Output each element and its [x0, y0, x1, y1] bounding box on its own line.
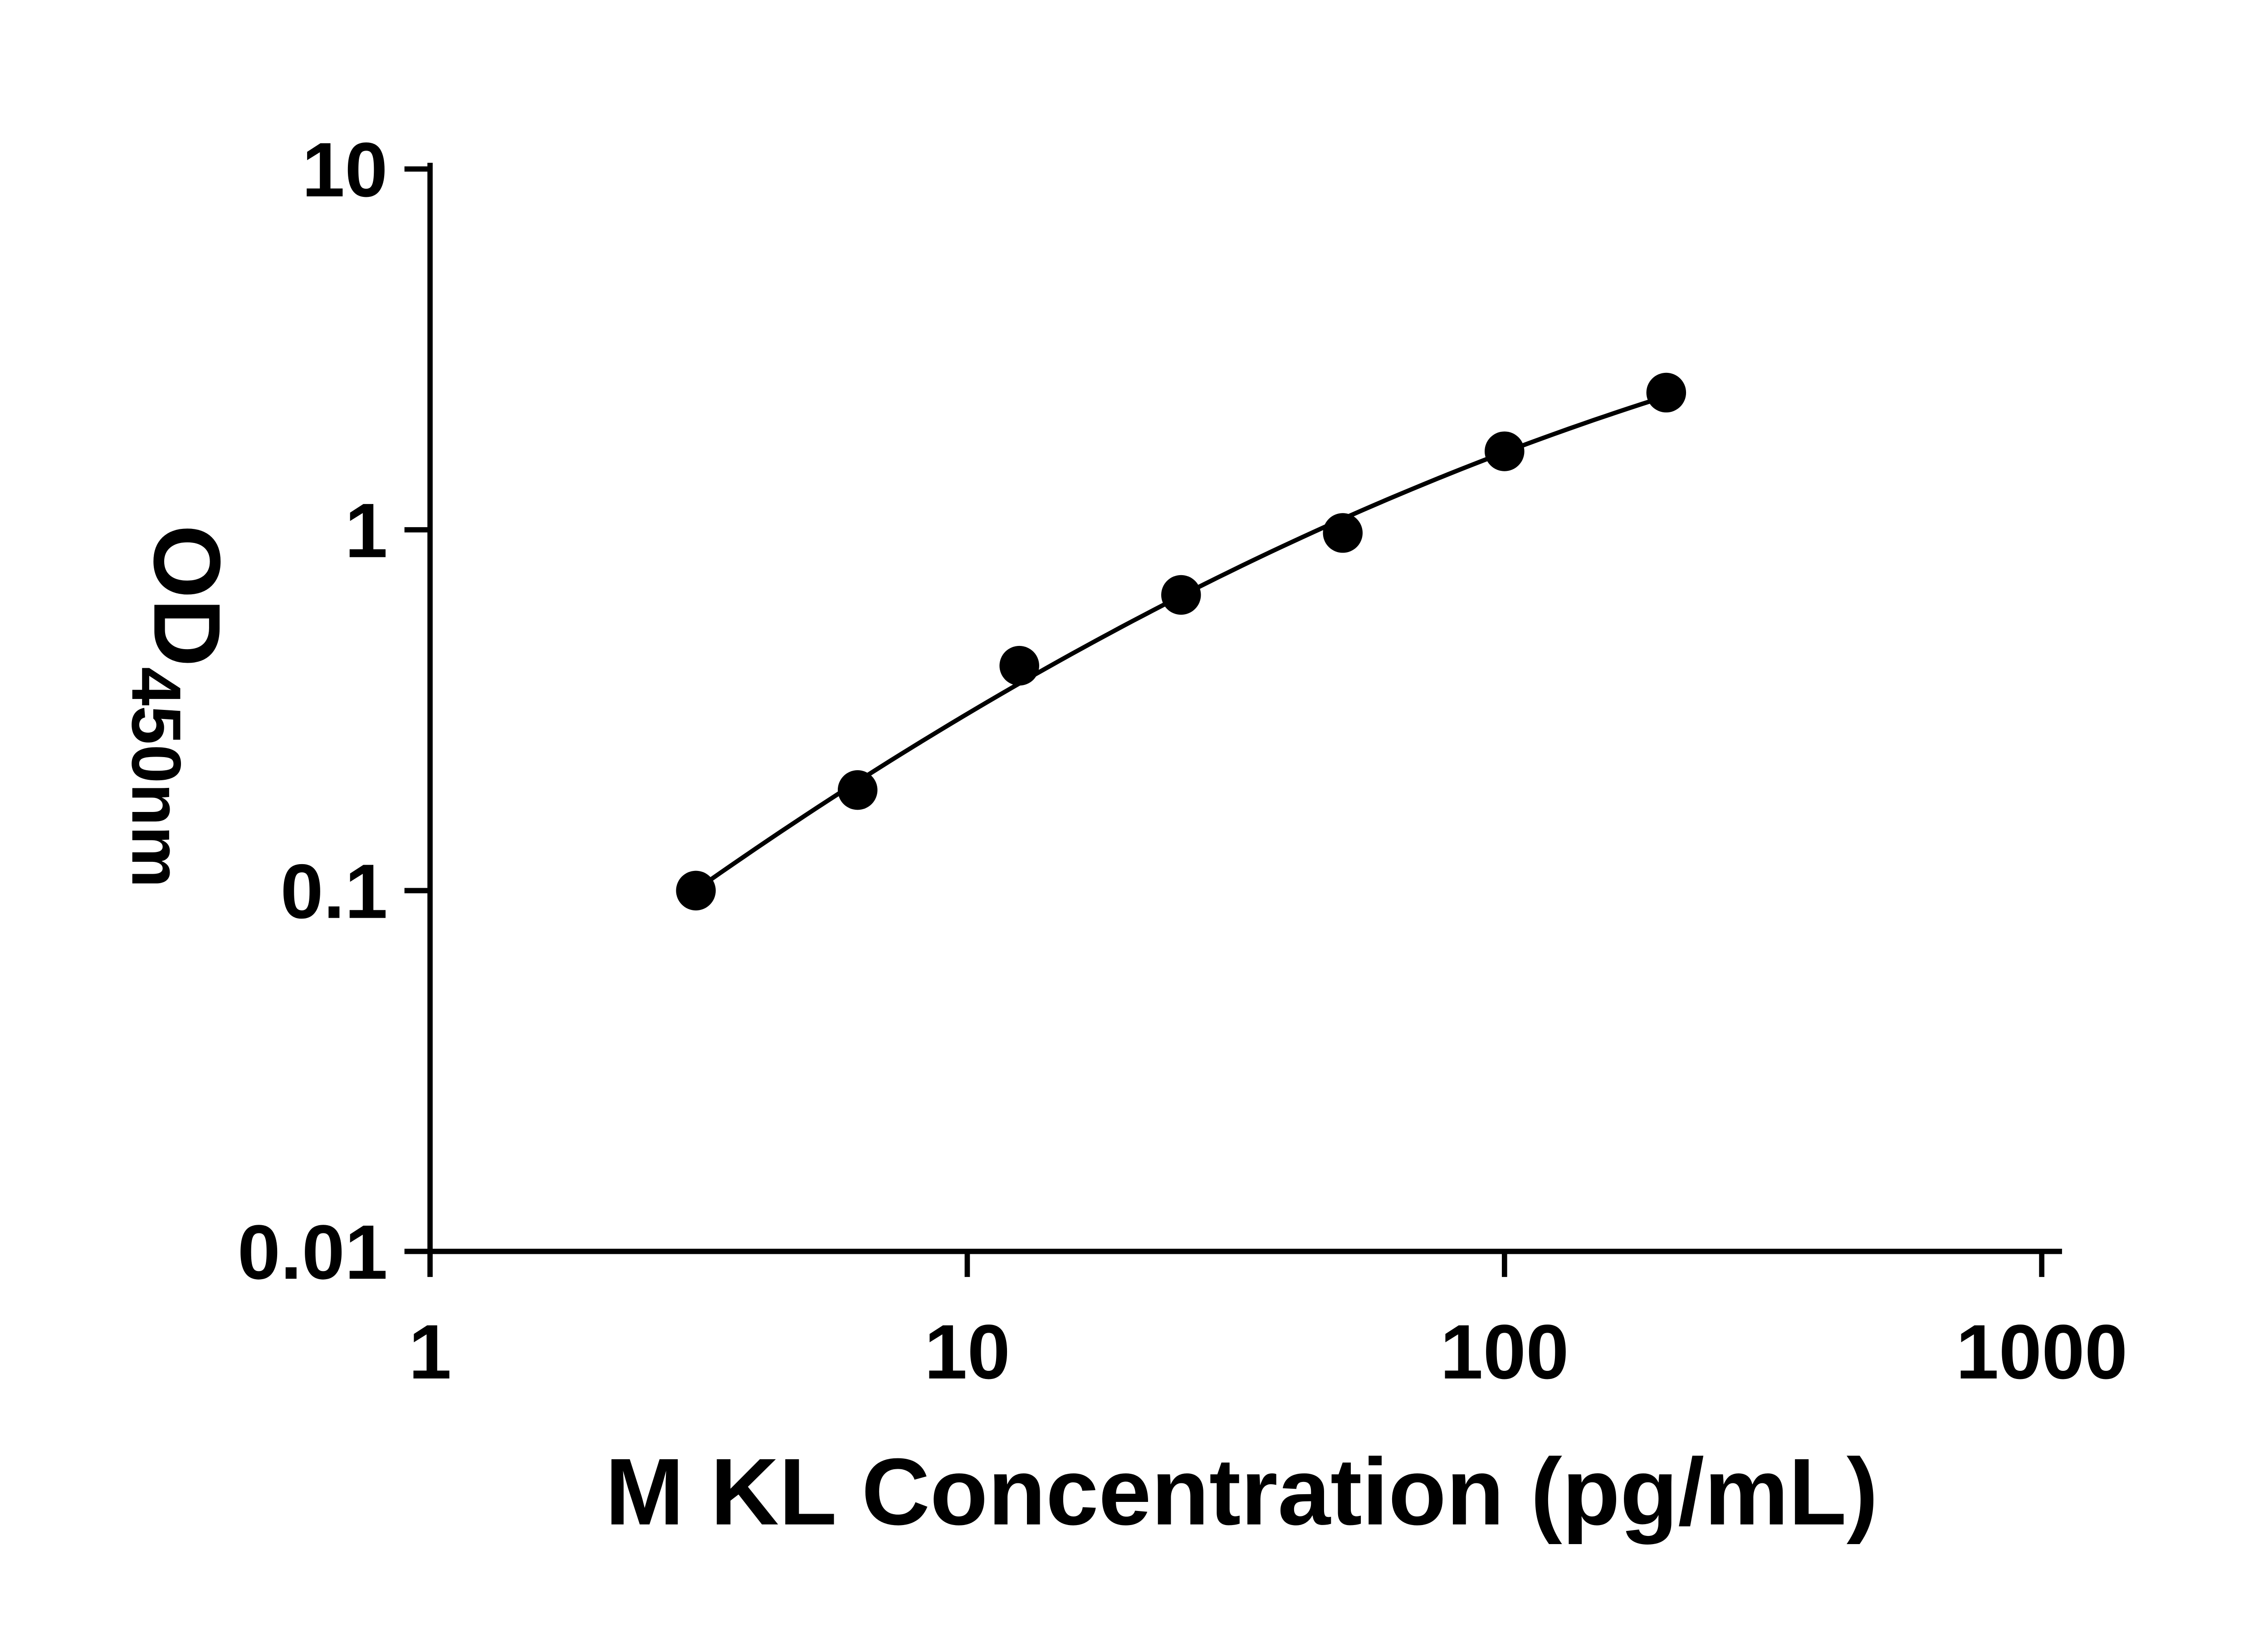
y-tick-label: 10: [302, 127, 387, 213]
data-point: [1485, 431, 1525, 471]
data-point: [999, 645, 1039, 686]
x-tick-label: 1000: [1956, 1309, 2128, 1395]
y-axis-title-base: OD: [134, 525, 240, 667]
y-tick-label: 0.1: [280, 849, 388, 935]
data-point: [1161, 575, 1201, 615]
y-axis-title: OD450nm: [117, 525, 240, 888]
x-tick-label: 1: [409, 1309, 452, 1395]
data-point: [1646, 372, 1686, 413]
x-axis-title: M KL Concentration (pg/mL): [605, 1439, 1878, 1545]
data-point: [1323, 513, 1363, 553]
data-point: [837, 770, 878, 810]
y-axis-title-subscript: 450nm: [117, 667, 196, 888]
x-tick-label: 10: [924, 1309, 1010, 1395]
fit-curve: [694, 394, 1669, 892]
data-point: [676, 870, 716, 911]
x-tick-label: 100: [1440, 1309, 1569, 1395]
plot-layer: 0.01 0.1 1 10 1 10 100 1000: [238, 127, 2128, 1395]
y-tick-label: 0.01: [238, 1209, 388, 1296]
y-tick-label: 1: [345, 488, 388, 574]
